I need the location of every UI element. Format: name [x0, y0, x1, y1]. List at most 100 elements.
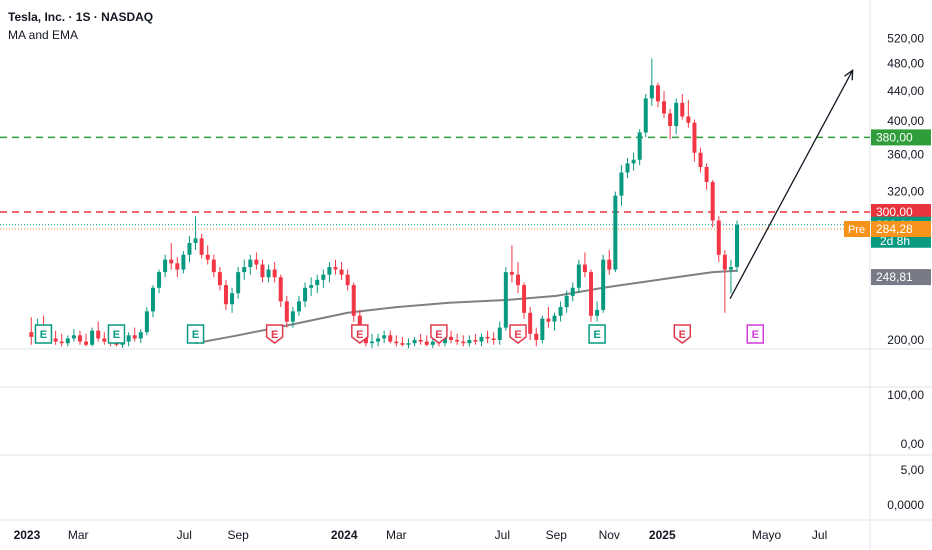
candle-body: [327, 267, 332, 275]
candle-body: [272, 269, 277, 278]
candle: [680, 94, 685, 120]
candle: [333, 259, 338, 275]
earnings-marker[interactable]: E: [34, 324, 53, 344]
candle: [558, 301, 563, 322]
candle-body: [528, 312, 533, 334]
x-tick-label: Mayo: [752, 528, 782, 542]
earnings-label: E: [435, 329, 442, 341]
candle-body: [248, 259, 253, 268]
candle: [613, 191, 618, 273]
candle: [169, 242, 174, 270]
candle: [157, 269, 162, 294]
candle-body: [223, 285, 228, 305]
candle-body: [461, 341, 466, 344]
earnings-label: E: [356, 329, 363, 341]
x-tick-label: Sep: [227, 528, 249, 542]
candle: [254, 252, 259, 270]
candle-body: [619, 172, 624, 196]
earnings-marker[interactable]: E: [509, 324, 527, 344]
candle-body: [211, 259, 216, 273]
y-tick-label: 480,00: [887, 57, 924, 71]
candle-body: [424, 341, 429, 345]
x-tick-label: Mar: [386, 528, 407, 542]
candle: [96, 321, 101, 342]
y-tick-label: 200,00: [887, 333, 924, 347]
candle: [284, 295, 289, 328]
candle: [71, 329, 76, 342]
candle: [655, 82, 660, 108]
candle-body: [449, 336, 454, 341]
candle: [382, 330, 387, 344]
earnings-marker[interactable]: E: [588, 324, 606, 344]
candle-body: [473, 340, 478, 342]
candle-body: [631, 159, 636, 164]
earnings-marker[interactable]: E: [430, 324, 448, 344]
candle-body: [418, 340, 423, 342]
candle-body: [522, 285, 527, 313]
candle: [424, 335, 429, 347]
candle: [199, 233, 204, 259]
earnings-marker[interactable]: E: [746, 324, 765, 344]
candle-body: [157, 272, 162, 288]
candle: [704, 163, 709, 190]
premarket-tag-text: Pre: [848, 224, 865, 236]
ma-value-bg: [871, 269, 931, 286]
candle-body: [442, 336, 447, 344]
earnings-marker[interactable]: E: [107, 324, 126, 344]
candle-body: [284, 301, 289, 322]
earnings-marker[interactable]: E: [351, 324, 369, 344]
candle-body: [722, 254, 727, 270]
candle-body: [503, 272, 508, 328]
candle-body: [589, 272, 594, 316]
candle: [260, 259, 265, 283]
candle: [230, 287, 235, 313]
earnings-marker[interactable]: E: [673, 324, 692, 344]
x-tick-label: Sep: [546, 528, 568, 542]
candle-body: [278, 277, 283, 302]
candle-body: [400, 343, 405, 345]
candle-body: [29, 332, 34, 337]
candle: [637, 129, 642, 166]
candle: [303, 282, 308, 308]
earnings-label: E: [752, 329, 759, 341]
candle: [607, 249, 612, 275]
candle: [570, 282, 575, 302]
candle-body: [65, 338, 70, 344]
candle: [491, 332, 496, 345]
earnings-label: E: [593, 329, 600, 341]
candle-body: [649, 85, 654, 99]
earnings-badge: [509, 324, 527, 344]
candle-body: [394, 341, 399, 344]
candle-body: [485, 336, 490, 339]
candle-body: [570, 287, 575, 296]
candle: [132, 327, 137, 342]
candle-body: [680, 102, 685, 117]
earnings-marker[interactable]: E: [186, 324, 205, 344]
candle: [698, 147, 703, 173]
y-tick-label: 440,00: [887, 84, 924, 98]
candle: [601, 254, 606, 313]
earnings-badge: [673, 324, 692, 344]
candle: [205, 245, 210, 265]
earnings-badge: [107, 324, 126, 344]
candle: [248, 254, 253, 275]
candle-body: [205, 254, 210, 260]
indicator-label[interactable]: MA and EMA: [8, 28, 79, 42]
candle: [345, 269, 350, 291]
candle: [461, 335, 466, 347]
y-tick-label: 360,00: [887, 147, 924, 161]
candle: [217, 267, 222, 291]
candle: [236, 267, 241, 299]
candle-body: [90, 330, 95, 345]
candle: [497, 321, 502, 345]
candle: [309, 277, 314, 296]
candle-body: [102, 338, 107, 342]
candle-body: [576, 264, 581, 288]
earnings-marker[interactable]: E: [265, 324, 284, 344]
candle-body: [230, 293, 235, 305]
candle-body: [710, 181, 715, 221]
candle: [467, 335, 472, 347]
candle: [175, 257, 180, 278]
candle: [540, 315, 545, 344]
